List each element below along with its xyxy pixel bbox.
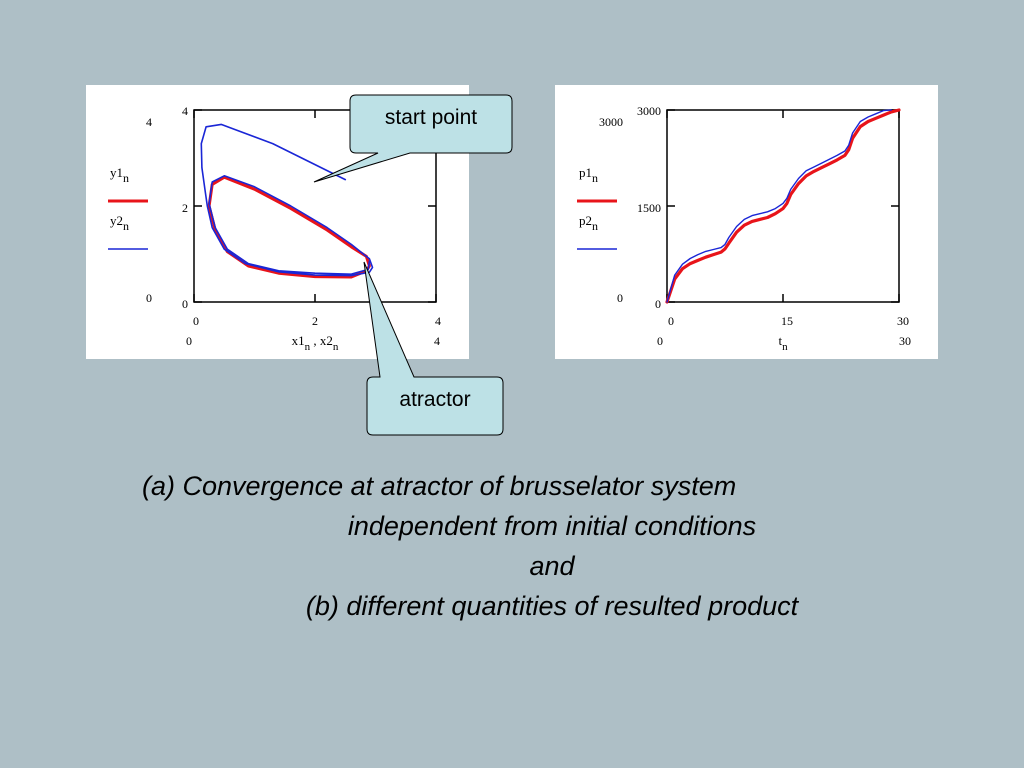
x-tick-label-a-mid: 2 xyxy=(312,314,318,328)
legend-label-p1: p1n xyxy=(579,165,598,185)
chart-b-series-line-p1n xyxy=(665,108,901,304)
caption-line-2: independent from initial conditions xyxy=(347,511,757,541)
chart-a-series-line-y1n xyxy=(207,175,371,279)
chart-a: 4 2 0 4 0 0 2 4 0 4 x1n , x2n y1n y2n xyxy=(108,104,441,353)
x-range-label-b-max: 30 xyxy=(899,334,911,348)
x-axis-label-b: tn xyxy=(778,333,788,353)
x-axis-label-a: x1n , x2n xyxy=(292,333,339,353)
y-range-label-a-max: 4 xyxy=(146,115,152,129)
y-tick-label-a-mid: 2 xyxy=(182,201,188,215)
legend-label-p2: p2n xyxy=(579,213,598,233)
y-tick-label-a-top: 4 xyxy=(182,104,188,118)
callout-atractor-label: atractor xyxy=(399,388,471,411)
figure-caption: (a) Convergence at atractor of brusselat… xyxy=(0,466,1024,626)
callout-start-point-label: start point xyxy=(384,106,478,129)
series-group-a xyxy=(200,123,374,279)
chart-panel-b: 3000 1500 0 3000 0 0 15 30 0 30 tn p1n p… xyxy=(555,85,938,359)
caption-line-3: and xyxy=(529,551,575,581)
y-tick-label-a-bottom: 0 xyxy=(182,297,188,311)
caption-line-1: (a) Convergence at atractor of brusselat… xyxy=(142,471,737,501)
x-tick-label-b-mid: 15 xyxy=(781,314,793,328)
legend-label-y1: y1n xyxy=(110,165,129,185)
legend-label-y2: y2n xyxy=(110,213,129,233)
x-tick-label-a-left: 0 xyxy=(193,314,199,328)
series-group-b xyxy=(665,108,901,304)
x-range-label-b-min: 0 xyxy=(657,334,663,348)
x-range-label-a-max: 4 xyxy=(434,334,440,348)
y-tick-label-b-top: 3000 xyxy=(637,104,661,118)
chart-b: 3000 1500 0 3000 0 0 15 30 0 30 tn p1n p… xyxy=(577,104,911,353)
y-tick-label-b-mid: 1500 xyxy=(637,201,661,215)
y-range-label-b-max: 3000 xyxy=(599,115,623,129)
caption-line-4: (b) different quantities of resulted pro… xyxy=(305,591,799,621)
y-range-label-a-min: 0 xyxy=(146,291,152,305)
y-tick-label-b-bottom: 0 xyxy=(655,297,661,311)
x-range-label-a-min: 0 xyxy=(186,334,192,348)
chart-b-series-line-p2n xyxy=(666,109,892,303)
x-tick-label-b-left: 0 xyxy=(668,314,674,328)
y-range-label-b-min: 0 xyxy=(617,291,623,305)
x-tick-label-a-right: 4 xyxy=(435,314,441,328)
x-tick-label-b-right: 30 xyxy=(897,314,909,328)
